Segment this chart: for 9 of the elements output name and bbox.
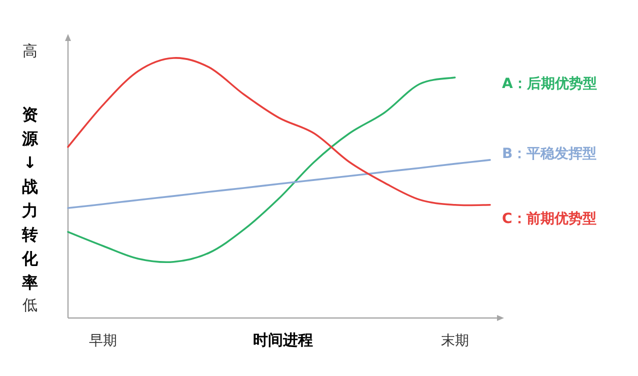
series-label: B：平稳发挥型 [502,146,597,162]
text: 高 [22,42,38,60]
text: A：后期优势型 [502,75,597,92]
x-axis-title: 时间进程 [253,331,313,349]
y-axis-title: 资源↓战力转化率 [21,105,39,292]
series-label: C：前期优势型 [502,211,596,227]
x-tick-label: 末期 [440,333,469,349]
text: 低 [22,296,38,314]
x-tick-label: 早期 [89,333,118,349]
